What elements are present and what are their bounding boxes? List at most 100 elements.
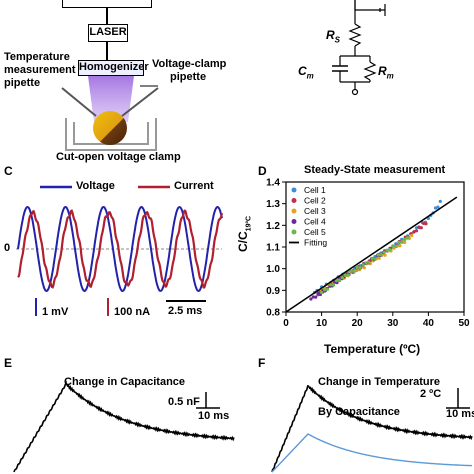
data-point — [433, 206, 438, 210]
temp-pipette-label-3: pipette — [4, 77, 41, 89]
legend-entry: Cell 1 — [304, 185, 326, 195]
y-tick-label: 1.1 — [266, 243, 280, 254]
capacitance-trace — [13, 380, 235, 473]
data-point — [397, 240, 401, 244]
setup-illustration — [61, 76, 159, 151]
data-point — [436, 205, 440, 209]
oocyte — [93, 111, 127, 145]
data-point — [349, 269, 353, 273]
vclamp-label-2: pipette — [170, 71, 207, 83]
temp-pipette — [61, 87, 97, 117]
data-point — [379, 253, 383, 257]
data-point — [414, 226, 419, 230]
panel-letter-d: D — [258, 164, 267, 178]
data-point — [309, 297, 313, 301]
data-point — [370, 256, 374, 260]
zero-label: 0 — [4, 242, 11, 254]
top-instrument-box — [62, 0, 152, 8]
chart-title: Steady-State measurement — [304, 164, 446, 176]
data-point — [410, 233, 414, 238]
data-point — [438, 199, 442, 203]
data-point — [328, 283, 333, 287]
data-point — [417, 225, 421, 229]
data-point — [352, 270, 356, 274]
data-point — [383, 253, 387, 257]
data-point — [394, 244, 398, 249]
rm-label: Rm — [378, 64, 394, 81]
data-point — [361, 263, 365, 267]
data-point — [334, 279, 338, 283]
data-point — [388, 248, 392, 252]
data-point — [385, 248, 389, 252]
legend-entry: Cell 2 — [304, 196, 326, 206]
connector-line — [106, 8, 108, 24]
data-point — [323, 288, 327, 292]
y-axis-label: C/C19ºC — [236, 215, 253, 252]
scale-voltage-label: 1 mV — [42, 306, 69, 318]
x-tick-label: 40 — [423, 318, 435, 329]
scale-time-label: 2.5 ms — [168, 305, 203, 317]
data-point — [320, 290, 324, 295]
cm-label: Cm — [298, 64, 314, 81]
data-point — [337, 278, 341, 282]
data-point — [355, 266, 359, 270]
series-resistor — [348, 23, 362, 47]
data-point — [311, 295, 315, 299]
legend-swatch — [291, 219, 297, 224]
panel-f-scale-y: 2 ºC — [420, 388, 442, 400]
vclamp-pipette — [121, 87, 159, 117]
legend-swatch — [291, 198, 297, 203]
y-tick-label: 0.9 — [266, 286, 280, 297]
legend-swatch — [291, 229, 297, 235]
laser-box: LASER — [88, 24, 128, 42]
data-point — [376, 253, 380, 257]
data-point — [382, 250, 386, 254]
steady-state-chart: 0 10 20 30 40 500.80.91.01.11.21.31.4 Cell 1C… — [266, 178, 470, 330]
x-axis-label: Temperature (ºC) — [324, 342, 421, 356]
data-point — [373, 257, 377, 261]
temp-pipette-label-2: measurement — [4, 64, 76, 76]
data-point — [367, 260, 371, 264]
data-point — [419, 226, 423, 230]
legend-swatch — [291, 187, 297, 193]
x-tick-label: 50 — [458, 318, 470, 329]
legend-swatch — [291, 208, 297, 214]
data-point — [391, 244, 395, 248]
laser-fiber — [106, 42, 108, 60]
data-point — [403, 240, 407, 245]
current-trace — [17, 209, 224, 289]
panel-f-title: Change in Temperature — [318, 376, 441, 388]
data-point — [403, 237, 407, 242]
data-point — [400, 237, 404, 241]
legend-entry: Fitting — [304, 238, 327, 248]
x-tick-label: 0 — [283, 318, 289, 329]
data-point — [362, 266, 366, 270]
data-point — [424, 222, 428, 226]
data-point — [340, 276, 344, 280]
y-tick-label: 1.4 — [266, 178, 280, 189]
data-point — [364, 261, 368, 265]
y-tick-label: 0.8 — [266, 308, 280, 319]
temp-pipette-label-1: Temperature — [4, 51, 70, 63]
legend-entry: Cell 4 — [304, 217, 326, 227]
data-point — [343, 273, 347, 277]
data-point — [406, 236, 410, 240]
temperature-by-capacitance-trace — [271, 384, 473, 473]
circuit-diagram — [332, 0, 386, 96]
data-point — [398, 244, 402, 248]
legend-entry: Cell 5 — [304, 227, 326, 237]
panel-letter-e: E — [4, 356, 13, 370]
homogenizer-box: Homogenizer — [78, 60, 149, 76]
setup-caption: Cut-open voltage clamp — [56, 151, 181, 163]
scale-current-label: 100 nA — [114, 306, 151, 318]
data-point — [314, 295, 318, 299]
laser-beam — [88, 76, 134, 122]
membrane-resistor — [363, 61, 377, 81]
laser-label: LASER — [89, 26, 127, 38]
vclamp-label-1: Voltage-clamp — [152, 58, 227, 70]
x-tick-label: 20 — [352, 318, 364, 329]
panel-c-plot — [16, 185, 224, 316]
data-point — [316, 291, 320, 295]
rs-label: RS — [326, 28, 341, 45]
data-point — [331, 283, 336, 287]
